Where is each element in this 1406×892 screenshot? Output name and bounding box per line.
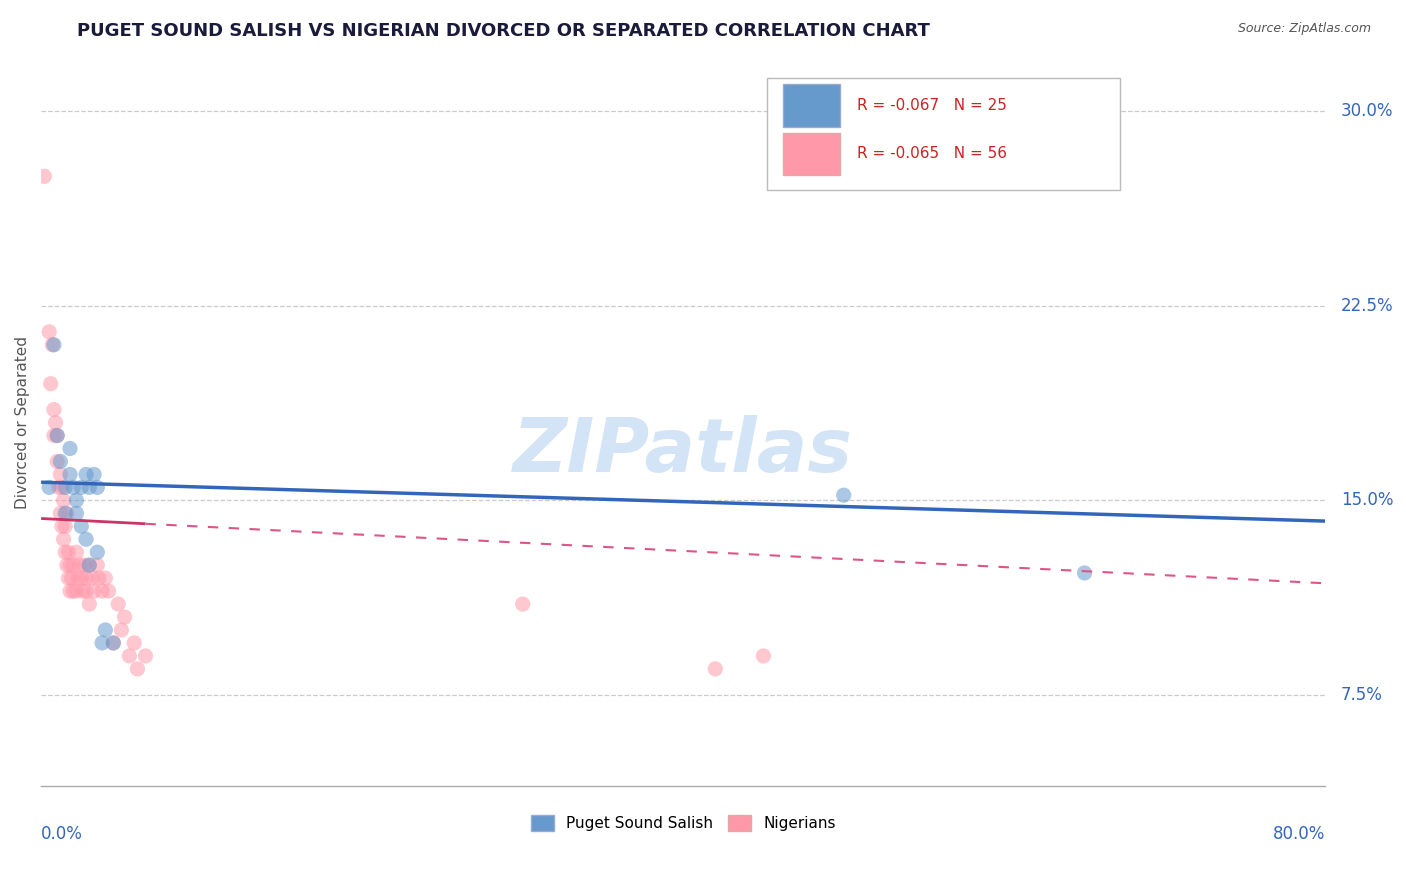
Point [75, 584, 97, 599]
Point [38, 480, 60, 494]
Point [59, 442, 82, 456]
Text: 30.0%: 30.0% [1341, 103, 1393, 120]
Point [83, 584, 105, 599]
Point [114, 610, 136, 624]
Point [704, 662, 727, 676]
Point [65, 493, 87, 508]
Point [94, 571, 117, 585]
Point [46, 454, 69, 468]
FancyBboxPatch shape [766, 78, 1119, 190]
Point [53, 519, 76, 533]
Point [52, 533, 75, 547]
Text: R = -0.067   N = 25: R = -0.067 N = 25 [856, 98, 1007, 112]
Point [52, 493, 75, 508]
Point [58, 545, 80, 559]
Point [118, 648, 141, 663]
Point [75, 467, 97, 482]
Point [103, 636, 125, 650]
Point [42, 338, 65, 352]
Point [107, 597, 129, 611]
Text: ZIPatlas: ZIPatlas [513, 415, 853, 488]
Point [87, 571, 110, 585]
Point [91, 584, 114, 599]
Point [75, 533, 97, 547]
Point [65, 506, 87, 520]
Point [34, 169, 56, 184]
FancyBboxPatch shape [783, 84, 839, 127]
Point [62, 584, 84, 599]
Point [42, 402, 65, 417]
Point [86, 558, 108, 573]
Point [41, 338, 63, 352]
Point [94, 623, 117, 637]
Point [51, 519, 73, 533]
Point [59, 558, 82, 573]
Point [103, 636, 125, 650]
Point [752, 648, 775, 663]
Point [70, 480, 93, 494]
Text: PUGET SOUND SALISH VS NIGERIAN DIVORCED OR SEPARATED CORRELATION CHART: PUGET SOUND SALISH VS NIGERIAN DIVORCED … [77, 22, 931, 40]
Point [42, 428, 65, 442]
Point [832, 488, 855, 502]
Point [77, 558, 100, 573]
Point [51, 480, 73, 494]
Point [65, 584, 87, 599]
Text: R = -0.065   N = 56: R = -0.065 N = 56 [856, 146, 1007, 161]
Point [38, 325, 60, 339]
Point [56, 506, 79, 520]
Point [86, 480, 108, 494]
Point [49, 506, 72, 520]
Point [62, 558, 84, 573]
Point [60, 571, 83, 585]
Point [110, 623, 132, 637]
Legend: Puget Sound Salish, Nigerians: Puget Sound Salish, Nigerians [524, 809, 842, 838]
Point [77, 558, 100, 573]
Text: 15.0%: 15.0% [1341, 491, 1393, 509]
Point [62, 480, 84, 494]
Point [48, 480, 70, 494]
Point [59, 467, 82, 482]
Point [77, 480, 100, 494]
FancyBboxPatch shape [783, 133, 839, 176]
Point [56, 558, 79, 573]
Point [75, 571, 97, 585]
Point [512, 597, 534, 611]
Text: 22.5%: 22.5% [1341, 297, 1393, 315]
Text: 0.0%: 0.0% [41, 825, 83, 844]
Point [86, 545, 108, 559]
Point [72, 584, 94, 599]
Point [66, 571, 89, 585]
Point [82, 571, 104, 585]
Point [59, 584, 82, 599]
Text: Source: ZipAtlas.com: Source: ZipAtlas.com [1237, 22, 1371, 36]
Point [77, 597, 100, 611]
Point [1073, 566, 1095, 580]
Point [49, 454, 72, 468]
Point [53, 545, 76, 559]
Point [91, 636, 114, 650]
Text: 7.5%: 7.5% [1341, 686, 1382, 704]
Point [45, 416, 67, 430]
Point [53, 506, 76, 520]
Point [46, 428, 69, 442]
Point [122, 636, 145, 650]
Point [53, 480, 76, 494]
Point [49, 467, 72, 482]
Point [39, 376, 62, 391]
Point [46, 428, 69, 442]
Y-axis label: Divorced or Separated: Divorced or Separated [15, 336, 30, 509]
Point [97, 584, 120, 599]
Point [65, 545, 87, 559]
Point [58, 571, 80, 585]
Point [127, 662, 149, 676]
Point [69, 558, 91, 573]
Point [83, 467, 105, 482]
Point [73, 558, 96, 573]
Point [70, 571, 93, 585]
Point [70, 519, 93, 533]
Point [134, 648, 156, 663]
Text: 80.0%: 80.0% [1272, 825, 1326, 844]
